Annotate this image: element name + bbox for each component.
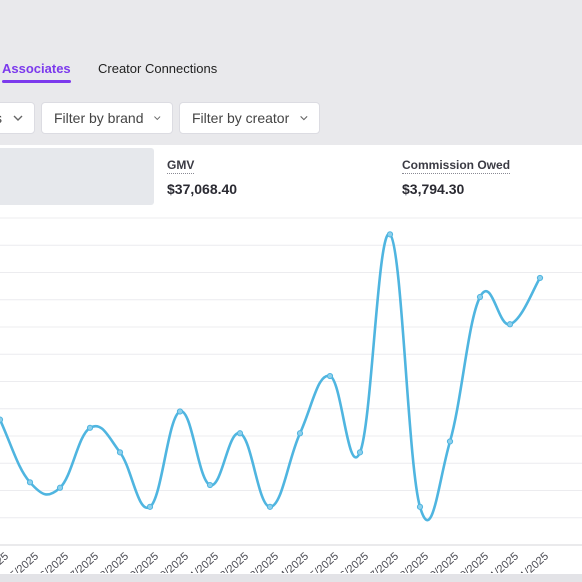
chevron-down-icon	[13, 115, 23, 121]
stat-card-placeholder	[0, 148, 154, 205]
data-point[interactable]	[356, 449, 364, 456]
x-tick-label: 03/14/2025	[0, 550, 11, 573]
data-point[interactable]	[146, 503, 154, 510]
data-point[interactable]	[176, 408, 184, 415]
data-point[interactable]	[26, 479, 34, 486]
data-point[interactable]	[86, 424, 94, 431]
data-point[interactable]	[476, 293, 484, 301]
data-point[interactable]	[206, 481, 214, 489]
tab-creator-connections[interactable]: Creator Connections	[98, 61, 218, 76]
gmv-line-chart: 03/13/202503/14/202503/15/202503/16/2025…	[0, 211, 582, 582]
data-point[interactable]	[296, 430, 304, 437]
filter-dropdown-partial[interactable]: s	[0, 102, 35, 134]
chevron-down-icon	[154, 116, 161, 121]
data-point[interactable]	[236, 430, 244, 437]
data-point[interactable]	[326, 372, 334, 380]
data-point[interactable]	[266, 503, 274, 510]
filter-label: Filter by brand	[54, 110, 144, 126]
filter-by-creator-dropdown[interactable]: Filter by creator	[179, 102, 320, 134]
filter-by-brand-dropdown[interactable]: Filter by brand	[41, 102, 173, 134]
gmv-value: $37,068.40	[167, 181, 238, 197]
series-line	[0, 233, 542, 522]
data-point[interactable]	[536, 274, 544, 282]
gmv-label[interactable]: GMV	[167, 158, 195, 174]
analytics-panel: GMV $37,068.40 Commission Owed $3,794.30…	[0, 145, 582, 582]
filter-label: Filter by creator	[192, 110, 290, 126]
commission-owed-label[interactable]: Commission Owed	[402, 158, 511, 174]
data-point[interactable]	[386, 231, 394, 238]
chevron-down-icon	[300, 115, 308, 121]
data-point[interactable]	[506, 321, 514, 328]
data-point[interactable]	[446, 438, 454, 445]
data-point[interactable]	[0, 416, 4, 423]
data-point[interactable]	[416, 503, 424, 510]
data-point[interactable]	[116, 449, 124, 456]
tab-associates[interactable]: Associates	[2, 61, 71, 83]
panel-footer-bar	[0, 574, 582, 582]
filter-label: s	[0, 110, 2, 126]
commission-owed-value: $3,794.30	[402, 181, 465, 197]
data-point[interactable]	[56, 484, 64, 491]
chart-svg: 03/13/202503/14/202503/15/202503/16/2025…	[0, 217, 582, 582]
tab-bar: Associates Creator Connections	[0, 55, 582, 89]
